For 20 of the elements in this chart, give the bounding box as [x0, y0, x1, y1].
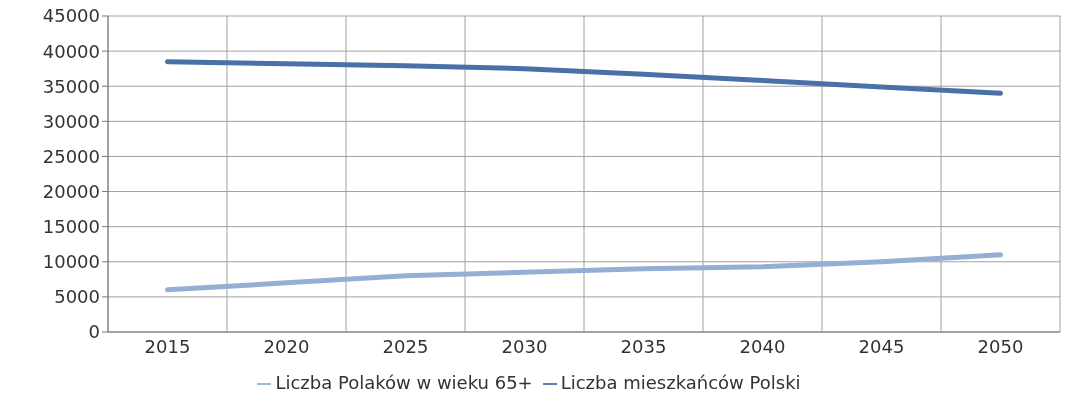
legend-label: Liczba Polaków w wieku 65+	[275, 372, 533, 393]
x-tick-label: 2020	[263, 335, 310, 357]
x-tick-label: 2050	[977, 335, 1024, 357]
y-tick-label: 40000	[42, 40, 100, 62]
x-tick-label: 2040	[739, 335, 786, 357]
x-tick-label: 2015	[144, 335, 191, 357]
y-tick-label: 25000	[42, 145, 100, 167]
y-tick-label: 15000	[42, 216, 100, 238]
y-tick-label: 30000	[42, 110, 100, 132]
y-tick-label: 45000	[42, 5, 100, 27]
y-tick-label: 35000	[42, 75, 100, 97]
x-tick-label: 2035	[620, 335, 667, 357]
y-tick-label: 0	[88, 321, 100, 343]
y-tick-label: 10000	[42, 251, 100, 273]
y-tick-label: 5000	[54, 286, 100, 308]
x-tick-label: 2025	[382, 335, 429, 357]
legend-label: Liczba mieszkańców Polski	[560, 372, 801, 393]
x-tick-label: 2045	[858, 335, 905, 357]
x-tick-label: 2030	[501, 335, 548, 357]
y-tick-label: 20000	[42, 180, 100, 202]
